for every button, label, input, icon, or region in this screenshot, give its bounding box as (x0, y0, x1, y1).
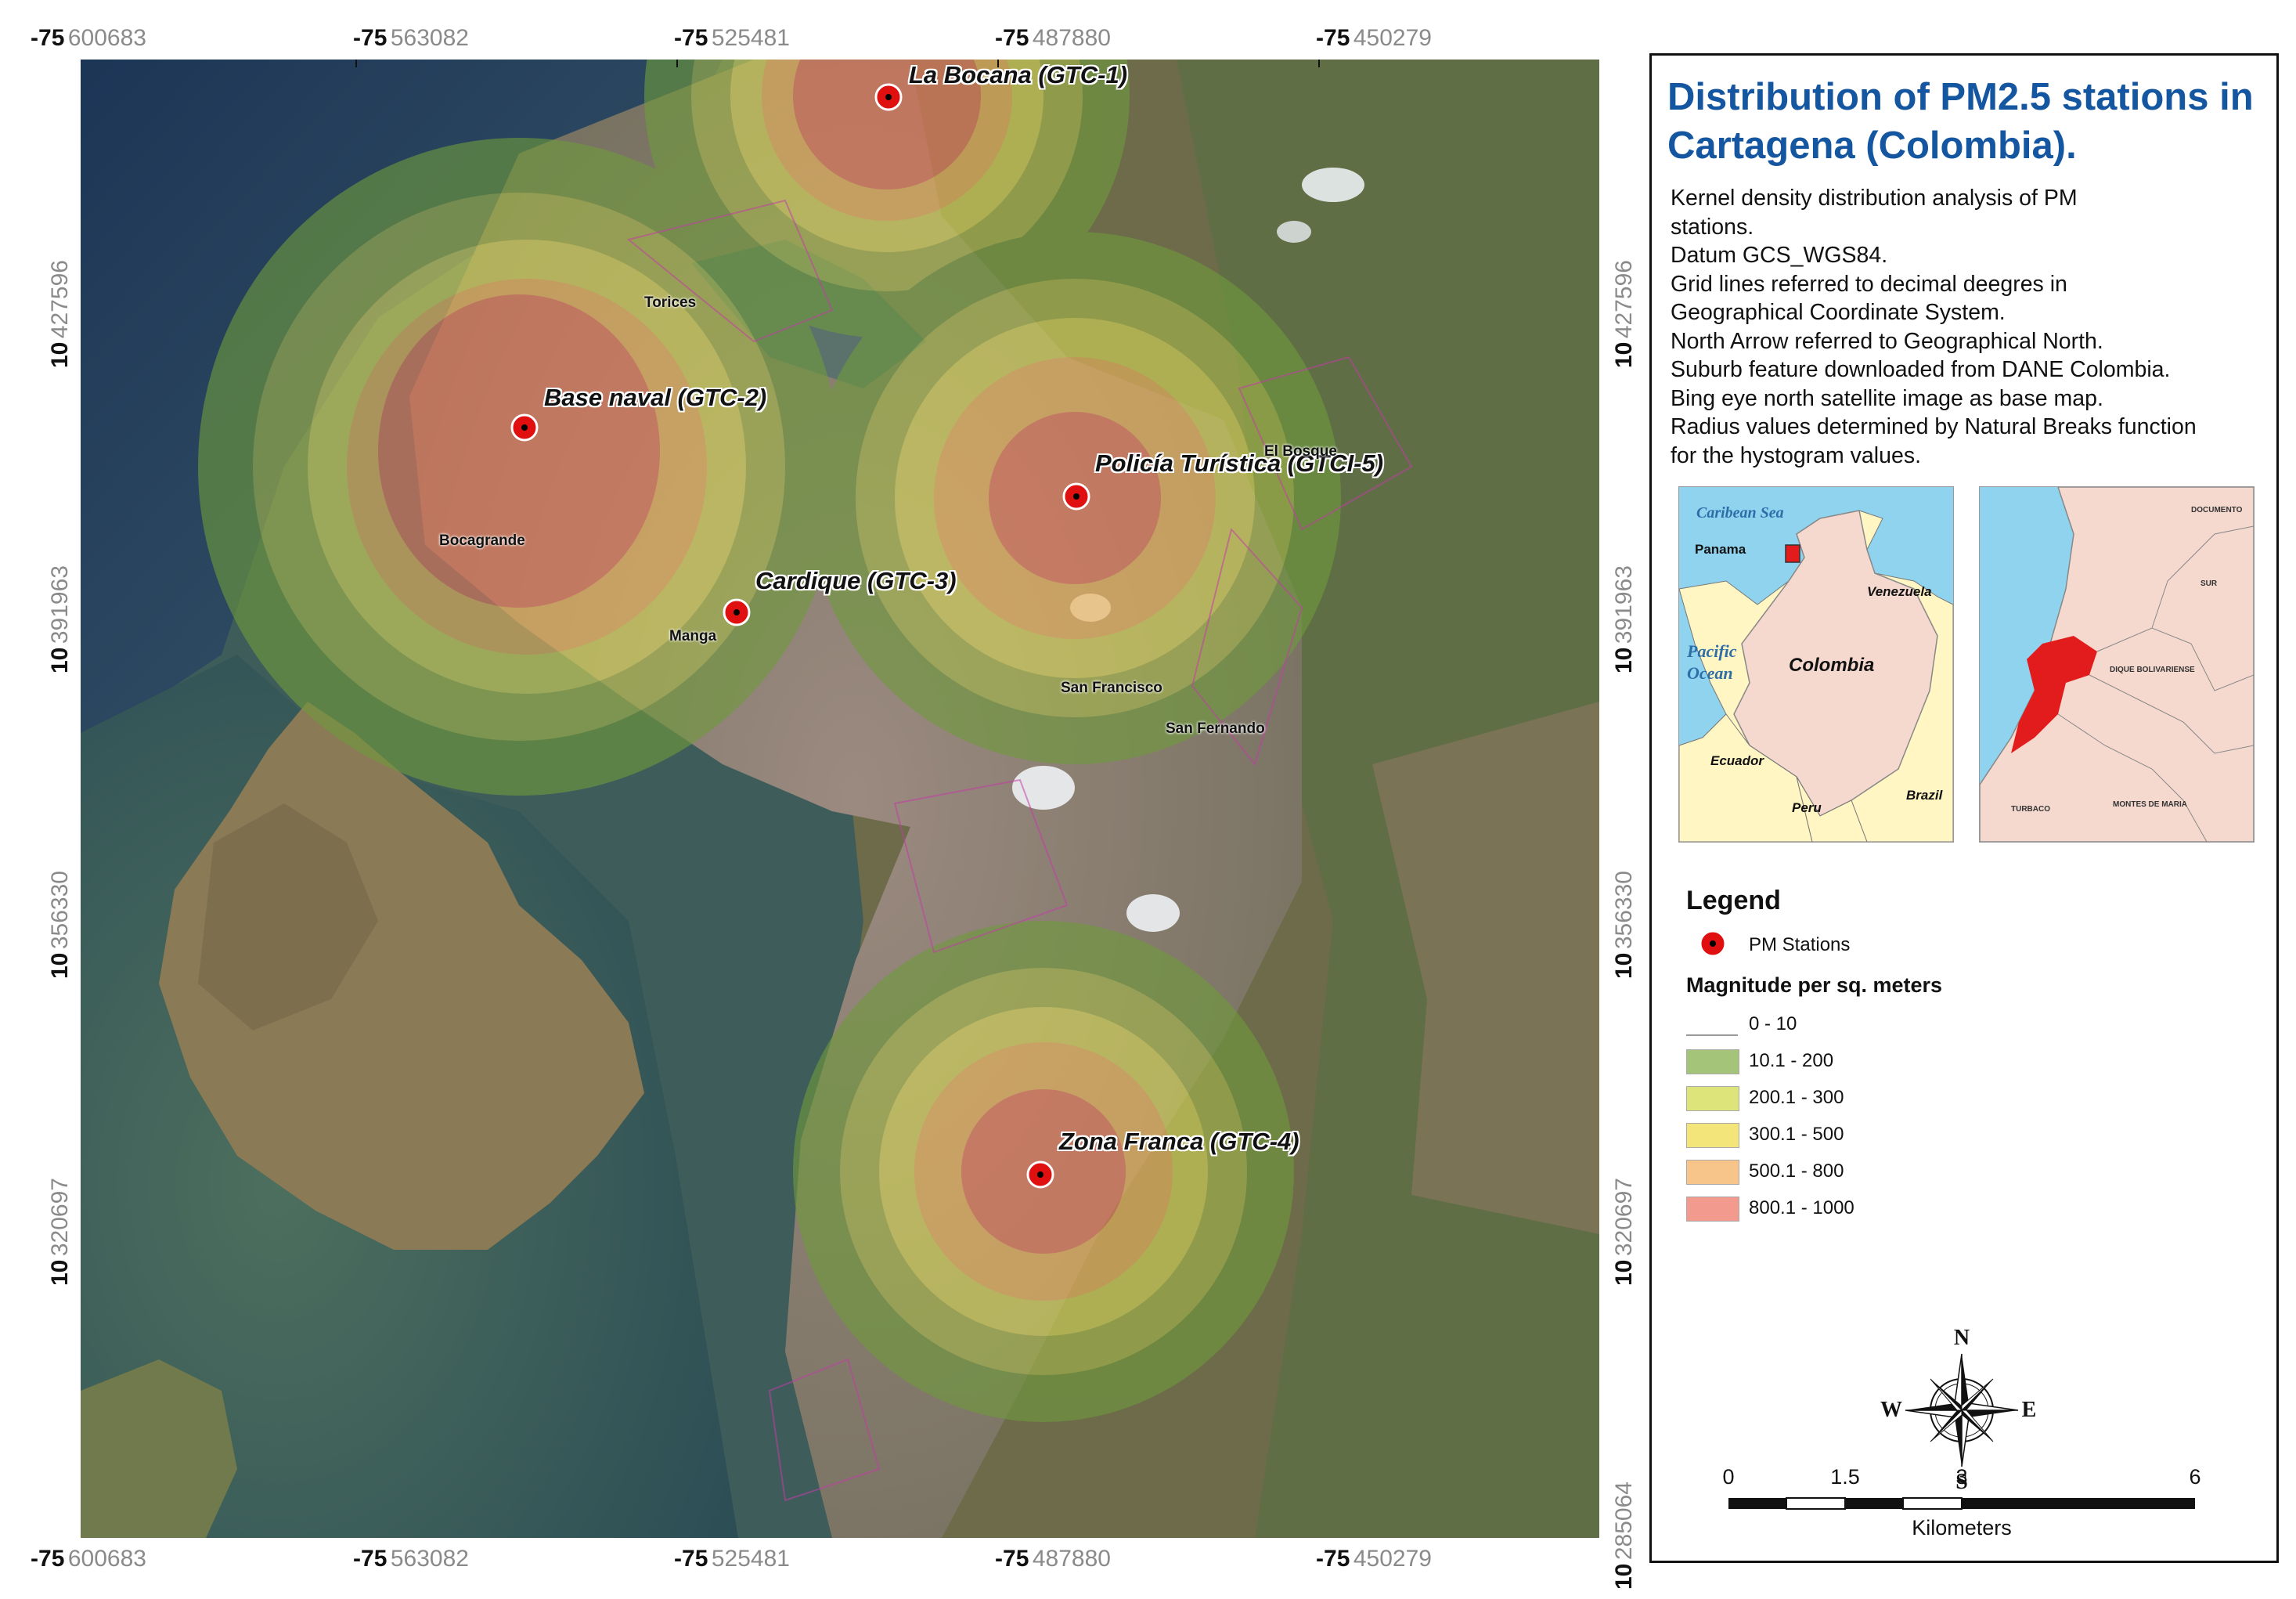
legend-class-label: 500.1 - 800 (1749, 1160, 1844, 1182)
station-label-la-bocana: La Bocana (GTC-1) (909, 61, 1128, 88)
legend-swatch (1686, 1160, 1739, 1185)
kernel-density-layer (198, 60, 1341, 1422)
frame-ticks (355, 60, 1320, 67)
inset-label-montes-de-maria: MONTES DE MARIA (2113, 800, 2187, 809)
legend-class-label: 0 - 10 (1749, 1013, 1797, 1034)
legend-swatch (1686, 1023, 1738, 1036)
compass-rose-icon (1905, 1353, 2019, 1467)
lon-label-bottom-1: -75 600683 (31, 1546, 146, 1572)
lon-label-top-5: -75 450279 (1316, 25, 1432, 51)
inset-label-colombia: Colombia (1789, 655, 1875, 676)
legend-station-label: PM Stations (1749, 934, 1851, 955)
satellite-map (81, 60, 1599, 1538)
description-line: Suburb feature downloaded from DANE Colo… (1671, 357, 2171, 382)
lat-label-left-1: 10 427596 (47, 260, 73, 368)
lon-label-bottom-4: -75 487880 (995, 1546, 1111, 1572)
lat-label-right-3: 10 356330 (1611, 871, 1637, 979)
legend-swatch (1686, 1123, 1739, 1148)
description-line: for the hystogram values. (1671, 442, 1921, 468)
inset-label-ecuador: Ecuador (1710, 753, 1764, 768)
place-label-bocagrande: Bocagrande (439, 532, 525, 549)
inset-label-sur: SUR (2200, 579, 2218, 588)
description-line: Datum GCS_WGS84. (1671, 243, 1888, 268)
lon-label-top-2: -75 563082 (353, 25, 469, 51)
inset-map-department: DOCUMENTO SUR DIQUE BOLIVARIENSE TURBACO… (1979, 486, 2255, 843)
inset-label-turbaco: TURBACO (2011, 805, 2050, 814)
lon-label-top-4: -75 487880 (995, 25, 1111, 51)
lat-label-right-2: 10 391963 (1611, 565, 1637, 673)
lat-label-right-5: 10 285064 (1611, 1482, 1637, 1590)
inset-colombia-svg (1679, 487, 1953, 842)
scale-tick-label: 6 (2189, 1465, 2201, 1489)
compass-w: W (1880, 1398, 1902, 1422)
inset-label-pacific-ocean: Pacific Ocean (1687, 641, 1737, 683)
map-frame[interactable]: La Bocana (GTC-1) Base naval (GTC-2) Car… (81, 60, 1599, 1538)
legend-title: Legend (1686, 886, 1781, 915)
station-label-zona-franca: Zona Franca (GTC-4) (1059, 1128, 1299, 1155)
info-panel: Distribution of PM2.5 stations in Cartag… (1649, 53, 2279, 1563)
legend-swatch (1686, 1197, 1739, 1222)
scale-bar (1728, 1497, 2195, 1510)
legend-swatch (1686, 1086, 1739, 1111)
station-label-base-naval: Base naval (GTC-2) (544, 384, 767, 411)
description-line: Grid lines referred to decimal deegres i… (1671, 271, 2067, 297)
scale-tick-label: 1.5 (1830, 1465, 1860, 1489)
place-label-san-francisco: San Francisco (1061, 680, 1162, 696)
station-label-cardique: Cardique (GTC-3) (755, 567, 957, 594)
compass-n: N (1953, 1326, 1970, 1350)
panel-description: Kernel density distribution analysis of … (1671, 184, 2265, 470)
lon-label-top-3: -75 525481 (674, 25, 790, 51)
description-line: Geographical Coordinate System. (1671, 300, 2006, 325)
legend-class-label: 800.1 - 1000 (1749, 1197, 1854, 1218)
magnitude-title: Magnitude per sq. meters (1686, 973, 1943, 997)
lon-label-bottom-2: -75 563082 (353, 1546, 469, 1572)
inset-label-documento: DOCUMENTO (2191, 506, 2243, 514)
lon-label-bottom-5: -75 450279 (1316, 1546, 1432, 1572)
inset-label-venezuela: Venezuela (1867, 584, 1932, 599)
legend-class-label: 200.1 - 300 (1749, 1087, 1844, 1108)
inset-label-caribean-sea: Caribean Sea (1696, 504, 1784, 522)
lat-label-left-4: 10 320697 (47, 1178, 73, 1286)
description-line: stations. (1671, 214, 1754, 240)
lon-label-bottom-3: -75 525481 (674, 1546, 790, 1572)
description-line: Kernel density distribution analysis of … (1671, 186, 2078, 211)
lon-label-top-1: -75 600683 (31, 25, 146, 51)
place-label-manga: Manga (669, 628, 717, 644)
panel-title: Distribution of PM2.5 stations in Cartag… (1667, 76, 2254, 167)
inset-label-brazil: Brazil (1906, 788, 1943, 803)
station-markers (510, 83, 1090, 1189)
inset-label-peru: Peru (1792, 800, 1822, 815)
place-label-torices: Torices (644, 294, 697, 311)
station-label-policia-turistica: Policía Turística (GTCI-5) (1095, 449, 1384, 477)
legend-class-label: 300.1 - 500 (1749, 1124, 1844, 1145)
scale-tick-label: 3 (1955, 1465, 1968, 1489)
lat-label-right-4: 10 320697 (1611, 1178, 1637, 1286)
inset-label-panama: Panama (1695, 542, 1746, 557)
description-line: North Arrow referred to Geographical Nor… (1671, 328, 2103, 354)
description-line: Radius values determined by Natural Brea… (1671, 414, 2197, 439)
inset-label-dique-bolivariense: DIQUE BOLIVARIENSE (2110, 666, 2195, 674)
place-label-el-bosque: El Bosque (1264, 443, 1337, 460)
legend-class-label: 10.1 - 200 (1749, 1050, 1834, 1071)
place-label-san-fernando: San Fernando (1166, 720, 1265, 737)
inset-department-svg (1980, 487, 2254, 842)
lat-label-left-2: 10 391963 (47, 565, 73, 673)
lat-label-left-3: 10 356330 (47, 871, 73, 979)
compass-e: E (2021, 1398, 2037, 1422)
description-line: Bing eye north satellite image as base m… (1671, 385, 2103, 411)
legend-swatch (1686, 1049, 1739, 1074)
compass-s: S (1955, 1470, 1968, 1494)
lat-label-right-1: 10 427596 (1611, 260, 1637, 368)
scale-unit-label: Kilometers (1912, 1516, 2012, 1539)
inset-map-colombia: Caribean Sea Panama Venezuela Pacific Oc… (1678, 486, 1954, 843)
scale-tick-label: 0 (1722, 1465, 1735, 1489)
station-symbol-icon (1699, 929, 1727, 958)
